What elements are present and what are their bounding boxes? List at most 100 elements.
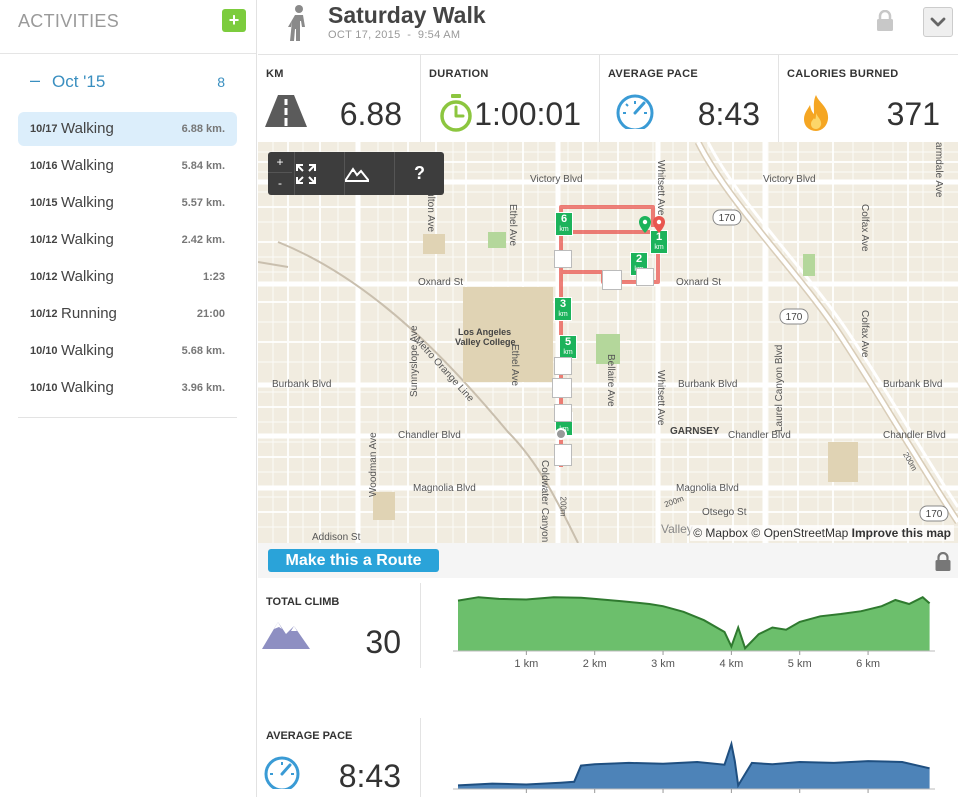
photo-thumbnail[interactable] [554,404,572,422]
photo-thumbnail[interactable] [554,444,572,466]
chart-line [457,740,930,789]
pace-label: AVERAGE PACE [266,730,353,742]
chart-tick-label: 4 km [719,658,743,670]
stat-label: AVERAGE PACE [608,68,698,80]
stopwatch-icon [440,94,472,132]
month-count: 8 [217,74,225,90]
street-label: Bellaire Ave [605,354,616,407]
walking-person-icon [288,5,305,41]
street-label: Whitsett Ave [655,370,666,426]
datetime-separator: - [407,29,412,41]
chart-divider [420,718,421,797]
km-marker[interactable]: 6 km [555,212,573,236]
activity-type: Walking [61,194,114,211]
stat-pace: AVERAGE PACE 8:43 [600,55,779,143]
km-marker[interactable]: 1 km [650,230,668,254]
climb-chart[interactable]: 1 km 2 km 3 km 4 km 5 km 6 km [453,588,943,673]
fullscreen-button[interactable] [294,152,344,195]
km-marker[interactable]: 5 km [559,335,577,359]
photo-thumbnail[interactable] [552,378,572,398]
km-marker-unit: km [559,226,569,233]
add-activity-button[interactable]: + [222,9,246,32]
activity-datetime: OCT 17, 2015 - 9:54 AM [328,29,460,41]
km-marker-number: 2 [635,253,643,265]
street-label: Burbank Blvd [678,379,738,390]
activity-item[interactable]: 10/12 Running 21:00 [18,297,237,334]
activity-value: 3.96 km. [181,382,225,394]
photo-thumbnail[interactable] [636,268,654,286]
make-route-button[interactable]: Make this a Route [268,549,439,572]
zoom-out-button[interactable]: - [278,176,282,190]
mapbox-credit[interactable]: © Mapbox [693,526,749,540]
activity-value: 5.57 km. [181,197,225,209]
stat-duration: DURATION 1:00:01 [421,55,600,143]
terrain-button[interactable] [344,152,394,195]
route-map[interactable]: 170 170 170 Victory Blvd Victory Blvd Ox… [258,142,958,543]
elevation-label: 200m [558,496,568,517]
km-marker[interactable]: 3 km [554,297,572,321]
activity-date: 10/10 [30,382,58,394]
improve-map-link[interactable]: Improve this map [851,526,951,540]
activity-date: 10/10 [30,345,58,357]
activity-item[interactable]: 10/15 Walking 5.57 km. [18,186,237,223]
stat-label: KM [266,68,284,80]
activity-date: 10/17 [30,123,58,135]
college-label: Los Angeles [458,327,512,337]
activity-type: Walking [61,268,114,285]
street-label: Burbank Blvd [272,379,332,390]
activity-value: 21:00 [196,308,225,320]
chevron-down-icon [930,17,946,27]
osm-credit[interactable]: © OpenStreetMap [751,526,849,540]
sidebar-title: ACTIVITIES [18,11,120,31]
street-label: Chandler Blvd [728,430,791,441]
route-start-dot[interactable] [555,428,567,440]
activity-item[interactable]: 10/12 Walking 2.42 km. [18,223,237,260]
month-group-header[interactable]: – Oct '15 8 [30,70,230,92]
photo-thumbnail[interactable] [554,357,572,375]
activity-item[interactable]: 10/17 Walking 6.88 km. [18,112,237,146]
chart-area [458,597,930,651]
location-pin-icon[interactable] [638,216,666,240]
activity-type: Running [61,305,117,322]
activity-item[interactable]: 10/10 Walking 5.68 km. [18,334,237,371]
flame-icon [804,95,829,131]
chart-area [458,744,930,789]
activity-item[interactable]: 10/10 Walking 3.96 km. [18,371,237,408]
lock-icon[interactable] [875,10,895,32]
activity-item[interactable]: 10/16 Walking 5.84 km. [18,149,237,186]
svg-text:170: 170 [926,509,943,520]
street-label: Ethel Ave [507,204,518,247]
svg-text:170: 170 [719,213,736,224]
stat-calories: CALORIES BURNED 371 [779,55,958,143]
pace-chart[interactable] [453,729,943,797]
activities-sidebar: ACTIVITIES + – Oct '15 8 10/17 Walking 6… [0,0,257,797]
street-label: Otsego St [702,507,747,518]
activity-date-text: OCT 17, 2015 [328,29,401,41]
chart-divider [420,583,421,668]
zoom-in-button[interactable]: + [268,152,292,173]
activity-type: Walking [61,120,114,137]
chart-tick-label: 6 km [856,658,880,670]
pace-chart-row: AVERAGE PACE 8:43 [258,715,958,797]
street-label: Coldwater Canyon Ave [539,460,550,543]
street-label: Woodman Ave [368,432,379,497]
options-dropdown-button[interactable] [923,7,953,37]
activity-type: Walking [61,157,114,174]
collapse-icon[interactable]: – [30,70,41,90]
photo-thumbnail[interactable] [554,250,572,268]
help-button[interactable]: ? [394,152,444,195]
activity-item[interactable]: 10/12 Walking 1:23 [18,260,237,297]
lock-icon[interactable] [934,552,952,572]
km-marker-number: 3 [559,298,567,310]
street-label: armdale Ave [933,142,944,198]
activity-title[interactable]: Saturday Walk [328,2,486,28]
km-marker-number: 1 [655,231,663,243]
svg-text:170: 170 [786,312,803,323]
stat-label: DURATION [429,68,489,80]
street-label: Oxnard St [418,277,464,288]
photo-thumbnail[interactable] [602,270,622,290]
activity-date: 10/12 [30,271,58,283]
activity-date: 10/12 [30,234,58,246]
activity-list: 10/17 Walking 6.88 km. 10/16 Walking 5.8… [18,112,237,408]
highway-170-shield: 170 [779,308,809,325]
